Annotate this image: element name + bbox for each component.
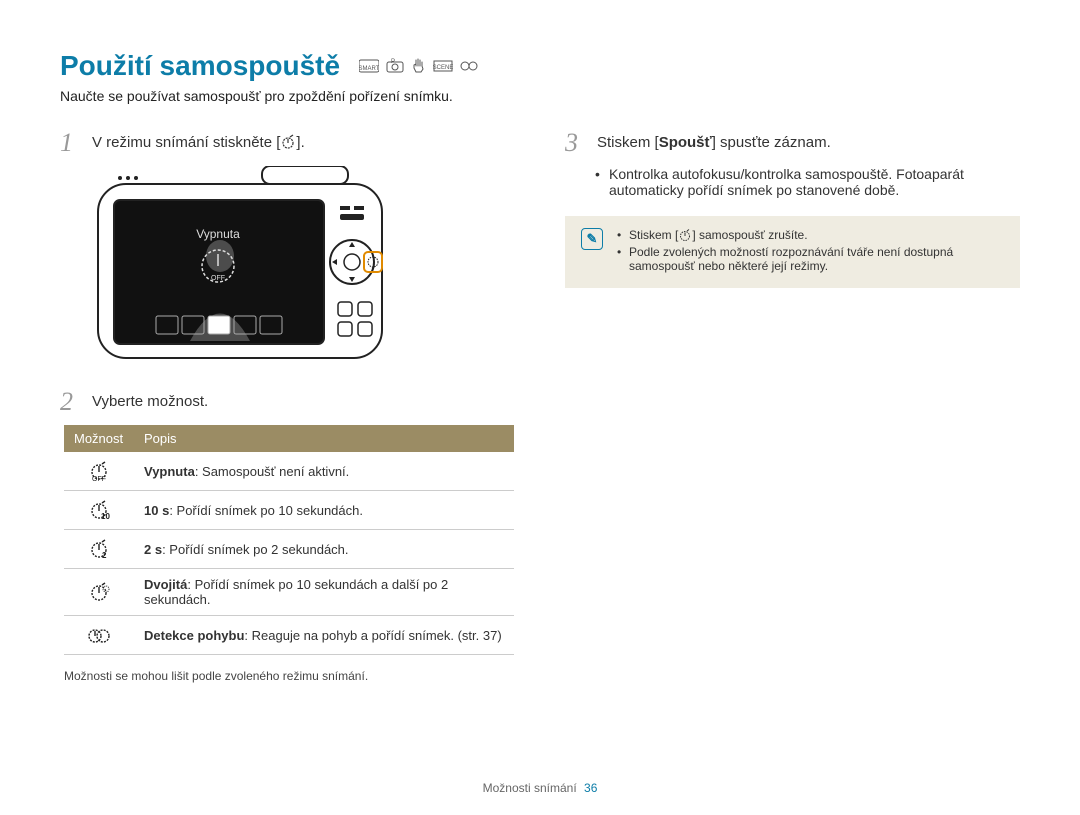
list-item: Stiskem [ ] samospoušť zrušíte.: [617, 228, 1004, 242]
step-text: Stiskem [Spoušť] spusťte záznam.: [597, 130, 831, 151]
info-icon: ✎: [581, 228, 603, 250]
option-desc-cell: Vypnuta: Samospoušť není aktivní.: [134, 452, 514, 491]
step-3-bullets: Kontrolka autofokusu/kontrolka samospouš…: [595, 166, 1020, 198]
info-n1-before: Stiskem [: [629, 228, 678, 242]
table-row: 10 10 s: Pořídí snímek po 10 sekundách.: [64, 491, 514, 530]
option-icon-cell: [64, 616, 134, 655]
svg-text:SMART: SMART: [359, 66, 379, 72]
step-number: 2: [60, 389, 82, 415]
camera-p-icon: P: [385, 58, 405, 74]
info-n1-after: ] samospoušť zrušíte.: [692, 228, 807, 242]
step-2: 2 Vyberte možnost.: [60, 389, 515, 415]
table-row: OFF Vypnuta: Samospoušť není aktivní.: [64, 452, 514, 491]
step-number: 1: [60, 130, 82, 156]
step-1-text-before: V režimu snímání stiskněte [: [92, 134, 280, 151]
timer-icon: [678, 228, 692, 242]
footer-section: Možnosti snímání: [483, 781, 577, 795]
mode-icons: SMART P SCENE: [359, 58, 479, 74]
video-icon: [459, 58, 479, 74]
svg-text:SCENE: SCENE: [433, 65, 453, 71]
table-footnote: Možnosti se mohou lišit podle zvoleného …: [64, 669, 515, 683]
list-item: Podle zvolených možností rozpoznávání tv…: [617, 245, 1004, 273]
svg-text:2: 2: [102, 551, 107, 560]
title-row: Použití samospouště SMART P SCENE: [60, 50, 1020, 82]
svg-text:Vypnuta: Vypnuta: [196, 227, 240, 241]
svg-text:OFF: OFF: [92, 476, 106, 482]
step-1: 1 V režimu snímání stiskněte [].: [60, 130, 515, 156]
step-3-after: ] spusťte záznam.: [712, 134, 831, 151]
svg-text:OFF: OFF: [211, 275, 225, 282]
option-desc-cell: 10 s: Pořídí snímek po 10 sekundách.: [134, 491, 514, 530]
step-3: 3 Stiskem [Spoušť] spusťte záznam.: [565, 130, 1020, 156]
timer-icon: [280, 134, 296, 150]
page-footer: Možnosti snímání 36: [0, 781, 1080, 795]
table-header-option: Možnost: [64, 425, 134, 452]
option-icon-cell: OFF: [64, 452, 134, 491]
info-note-box: ✎ Stiskem [ ] samospoušť zrušíte. Podle z…: [565, 216, 1020, 288]
option-icon-cell: 10: [64, 491, 134, 530]
option-icon-cell: [64, 569, 134, 616]
smart-icon: SMART: [359, 58, 379, 74]
table-row: Dvojitá: Pořídí snímek po 10 sekundách a…: [64, 569, 514, 616]
page-title: Použití samospouště: [60, 50, 340, 82]
table-row: Detekce pohybu: Reaguje na pohyb a poříd…: [64, 616, 514, 655]
step-3-before: Stiskem [: [597, 134, 659, 151]
step-text: V režimu snímání stiskněte [].: [92, 130, 305, 151]
option-desc-cell: Detekce pohybu: Reaguje na pohyb a poříd…: [134, 616, 514, 655]
camera-illustration: Vypnuta OFF: [90, 166, 515, 371]
options-table: Možnost Popis OFF Vypnuta: Samospoušť nen…: [64, 425, 514, 655]
hand-icon: [411, 58, 427, 74]
page-subtitle: Naučte se používat samospoušť pro zpoždě…: [60, 88, 1020, 104]
table-header-desc: Popis: [134, 425, 514, 452]
list-item: Kontrolka autofokusu/kontrolka samospouš…: [595, 166, 1020, 198]
step-number: 3: [565, 130, 587, 156]
scene-icon: SCENE: [433, 58, 453, 74]
table-row: 2 2 s: Pořídí snímek po 2 sekundách.: [64, 530, 514, 569]
step-text: Vyberte možnost.: [92, 389, 208, 410]
option-icon-cell: 2: [64, 530, 134, 569]
svg-text:P: P: [391, 59, 395, 65]
option-desc-cell: 2 s: Pořídí snímek po 2 sekundách.: [134, 530, 514, 569]
right-column: 3 Stiskem [Spoušť] spusťte záznam. Kontr…: [565, 130, 1020, 683]
info-list: Stiskem [ ] samospoušť zrušíte. Podle zvo…: [617, 228, 1004, 276]
footer-page-number: 36: [584, 781, 597, 795]
option-desc-cell: Dvojitá: Pořídí snímek po 10 sekundách a…: [134, 569, 514, 616]
step-3-bold: Spoušť: [659, 134, 712, 151]
step-1-text-after: ].: [296, 134, 304, 151]
left-column: 1 V režimu snímání stiskněte [].: [60, 130, 515, 683]
svg-text:10: 10: [101, 512, 110, 521]
